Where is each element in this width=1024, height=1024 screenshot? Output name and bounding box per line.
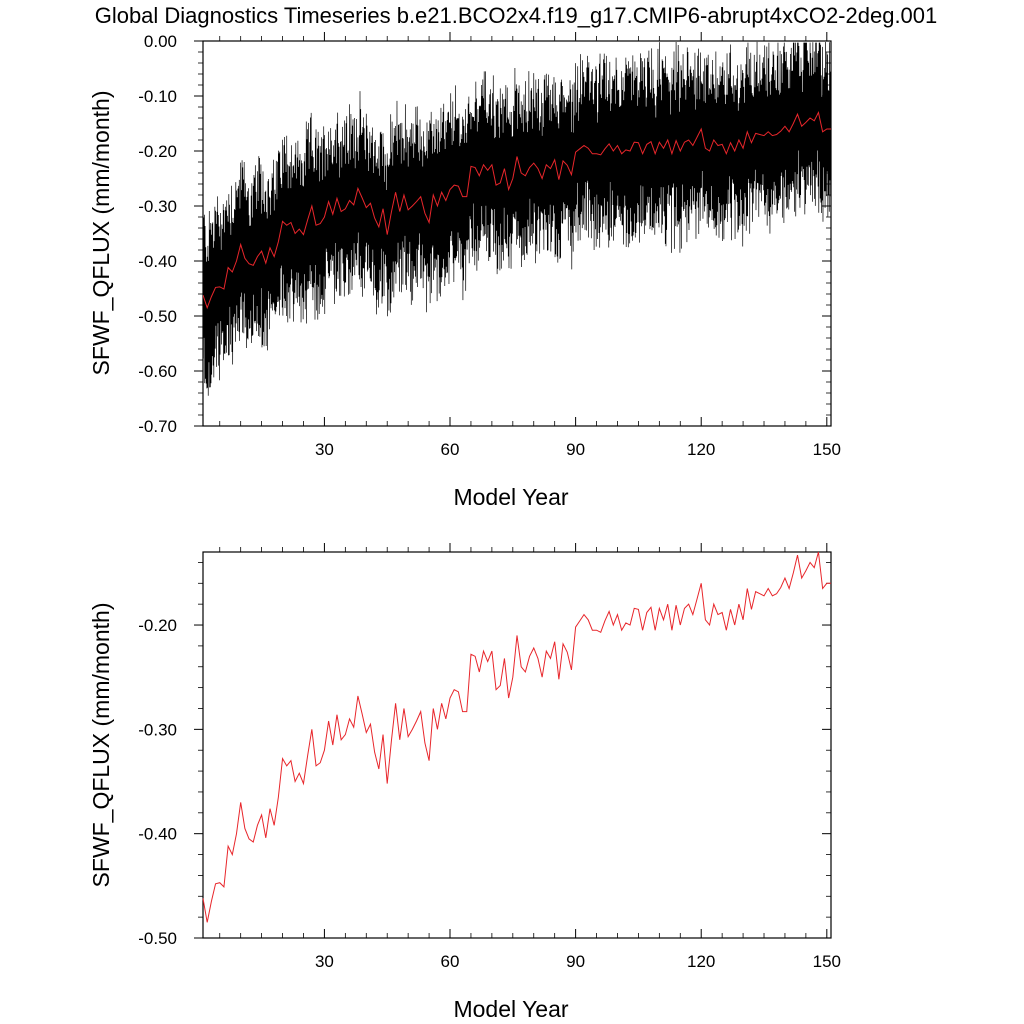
top-annual-mean-line [203,111,831,310]
x-tick-label: 90 [566,440,585,459]
y-tick-label: -0.50 [138,929,177,948]
x-tick-label: 90 [566,952,585,971]
bottom-annual-mean-line [202,551,831,923]
bottom-y-axis-label: SFWF_QFLUX (mm/month) [88,603,114,888]
top-panel: 30 60 90 120 150 0.00 -0.10 -0.20 -0.30 -0.40 -0.5… [88,32,841,510]
bottom-axis-ticks: 30 60 90 120 150 -0.20 -0.30 -0.40 -0.50 [138,543,841,971]
x-tick-label: 30 [315,952,334,971]
y-tick-label: -0.60 [138,362,177,381]
y-tick-label: -0.40 [138,825,177,844]
x-tick-label: 120 [687,952,715,971]
x-tick-label: 120 [687,440,715,459]
bottom-panel: 30 60 90 120 150 -0.20 -0.30 -0.40 -0.50 Model Y… [88,543,841,1022]
x-tick-label: 30 [315,440,334,459]
y-tick-label: -0.10 [138,87,177,106]
y-tick-label: -0.20 [138,616,177,635]
x-tick-label: 60 [441,952,460,971]
y-tick-label: -0.50 [138,307,177,326]
y-tick-label: -0.30 [138,197,177,216]
top-monthly-series-line [203,41,831,396]
y-tick-label: -0.30 [138,720,177,739]
y-tick-label: -0.20 [138,142,177,161]
y-tick-label: 0.00 [144,32,177,51]
bottom-plot-frame [202,551,832,939]
x-tick-label: 150 [813,440,841,459]
x-tick-label: 60 [441,440,460,459]
y-tick-label: -0.40 [138,252,177,271]
x-tick-label: 150 [813,952,841,971]
top-y-axis-label: SFWF_QFLUX (mm/month) [88,91,114,376]
chart-title: Global Diagnostics Timeseries b.e21.BCO2… [95,3,938,28]
bottom-x-axis-label: Model Year [453,996,568,1022]
y-tick-label: -0.70 [138,417,177,436]
top-axis-ticks: 30 60 90 120 150 0.00 -0.10 -0.20 -0.30 -0.40 -0.5… [138,32,841,459]
top-x-axis-label: Model Year [453,484,568,510]
